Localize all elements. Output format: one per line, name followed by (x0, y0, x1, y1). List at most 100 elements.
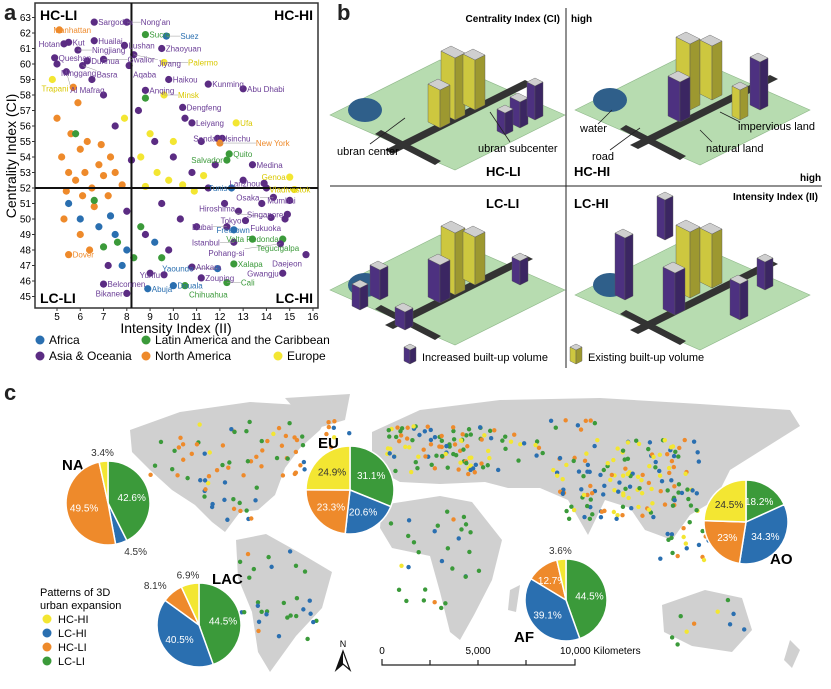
city-dot (651, 514, 656, 520)
city-dot (231, 497, 236, 502)
point-label: Yunfu (140, 271, 160, 280)
data-point (111, 230, 119, 239)
ci-axis-label: Centrality Index (CI) (466, 14, 560, 25)
city-dot (293, 563, 299, 568)
x-tick-label: 12 (214, 312, 226, 323)
city-dot (694, 491, 700, 496)
city-dot (410, 437, 415, 443)
city-dot (686, 496, 691, 502)
city-dot (657, 452, 663, 458)
building-roof (462, 48, 486, 61)
y-tick-label: 60 (20, 60, 32, 71)
city-dot (695, 450, 700, 455)
pie-na: NA 42.6% 4.5% 49.5% 3.4% (62, 448, 151, 558)
point-label: Genoa (262, 173, 287, 182)
city-dot (259, 438, 264, 444)
city-dot (640, 472, 645, 478)
city-dot (665, 488, 670, 493)
city-dot (512, 432, 517, 437)
city-dot (579, 487, 584, 492)
pie-region-label: LAC (212, 571, 243, 588)
city-dot (657, 473, 663, 478)
data-point (72, 176, 80, 184)
city-dot (646, 507, 652, 512)
data-point (279, 269, 287, 277)
city-dot (585, 462, 591, 468)
city-dot (612, 487, 617, 493)
data-point (260, 179, 268, 187)
city-dot (404, 436, 410, 441)
city-dot (518, 442, 523, 447)
north-arrow: N (334, 639, 352, 672)
building-roof (675, 219, 701, 233)
data-point (158, 254, 166, 262)
quadrant-hc-hi: HC-HI (574, 164, 610, 179)
data-point (83, 57, 91, 65)
pie-label: 23.3% (317, 502, 345, 513)
city-dot (287, 421, 292, 426)
city-dot (276, 425, 282, 431)
panel-label-b: b (337, 0, 351, 25)
panel-label-a: a (4, 0, 17, 25)
pie-ao: AO 18.2% 34.3% 23% 24.5% (703, 479, 793, 568)
x-tick-label: 7 (101, 312, 107, 323)
x-tick-label: 15 (284, 312, 296, 323)
city-dot (741, 627, 747, 632)
city-dot (589, 491, 595, 496)
point-label: Osaka (236, 193, 260, 202)
expansion-pattern-diagram: Centrality Index (CI) high high Intensit… (329, 8, 822, 368)
city-dot (585, 492, 590, 498)
city-dot (623, 466, 628, 471)
point-label: Tunis (208, 184, 227, 193)
city-dot (180, 442, 186, 447)
data-point (113, 238, 122, 246)
city-dot (675, 553, 680, 559)
y-tick-label: 46 (20, 277, 32, 288)
city-dot (421, 447, 426, 452)
pie-slice (198, 582, 242, 666)
city-dot (685, 487, 690, 492)
leader-line (244, 243, 281, 250)
point-label: Aqaba (133, 71, 157, 80)
city-dot (194, 442, 200, 447)
data-point (158, 44, 166, 53)
city-dot (679, 490, 685, 496)
city-dot (259, 609, 264, 614)
city-dot (461, 447, 466, 452)
city-dot (292, 471, 298, 477)
city-dot (669, 635, 675, 640)
data-point (60, 40, 68, 48)
quadrant-lc-hi: LC-HI (574, 196, 609, 211)
legend-label: LC-LI (58, 656, 85, 668)
legend-swatch (42, 656, 52, 666)
data-point (118, 261, 126, 270)
point-label: Singapore (247, 210, 284, 219)
city-dot (417, 432, 422, 438)
city-dot (658, 556, 663, 561)
pie-label: 42.6% (118, 493, 146, 504)
city-dot (229, 427, 234, 432)
legend-label: HC-LI (58, 642, 87, 654)
point-label: Kut (73, 38, 86, 47)
pie-label: 44.5% (575, 591, 603, 602)
quadrant-lc-li: LC-LI (486, 196, 519, 211)
city-dot (503, 434, 508, 439)
city-dot (669, 458, 675, 464)
city-dot (590, 512, 595, 517)
city-dot (540, 450, 545, 456)
building-roof (509, 92, 529, 103)
city-dot (649, 486, 654, 492)
city-dot (669, 532, 675, 537)
city-dot (225, 517, 230, 522)
point-label: Hotan (39, 40, 60, 49)
annotation-impervious-land: impervious land (738, 121, 815, 133)
data-point (99, 280, 108, 288)
city-dot (665, 451, 670, 457)
pie-slice (349, 445, 395, 508)
data-point (190, 187, 198, 195)
city-dot (458, 438, 464, 443)
city-dot (608, 477, 613, 483)
data-point (141, 230, 150, 239)
legend-swatch (35, 351, 45, 361)
quadrant-label-hc-li: HC-LI (40, 7, 77, 23)
